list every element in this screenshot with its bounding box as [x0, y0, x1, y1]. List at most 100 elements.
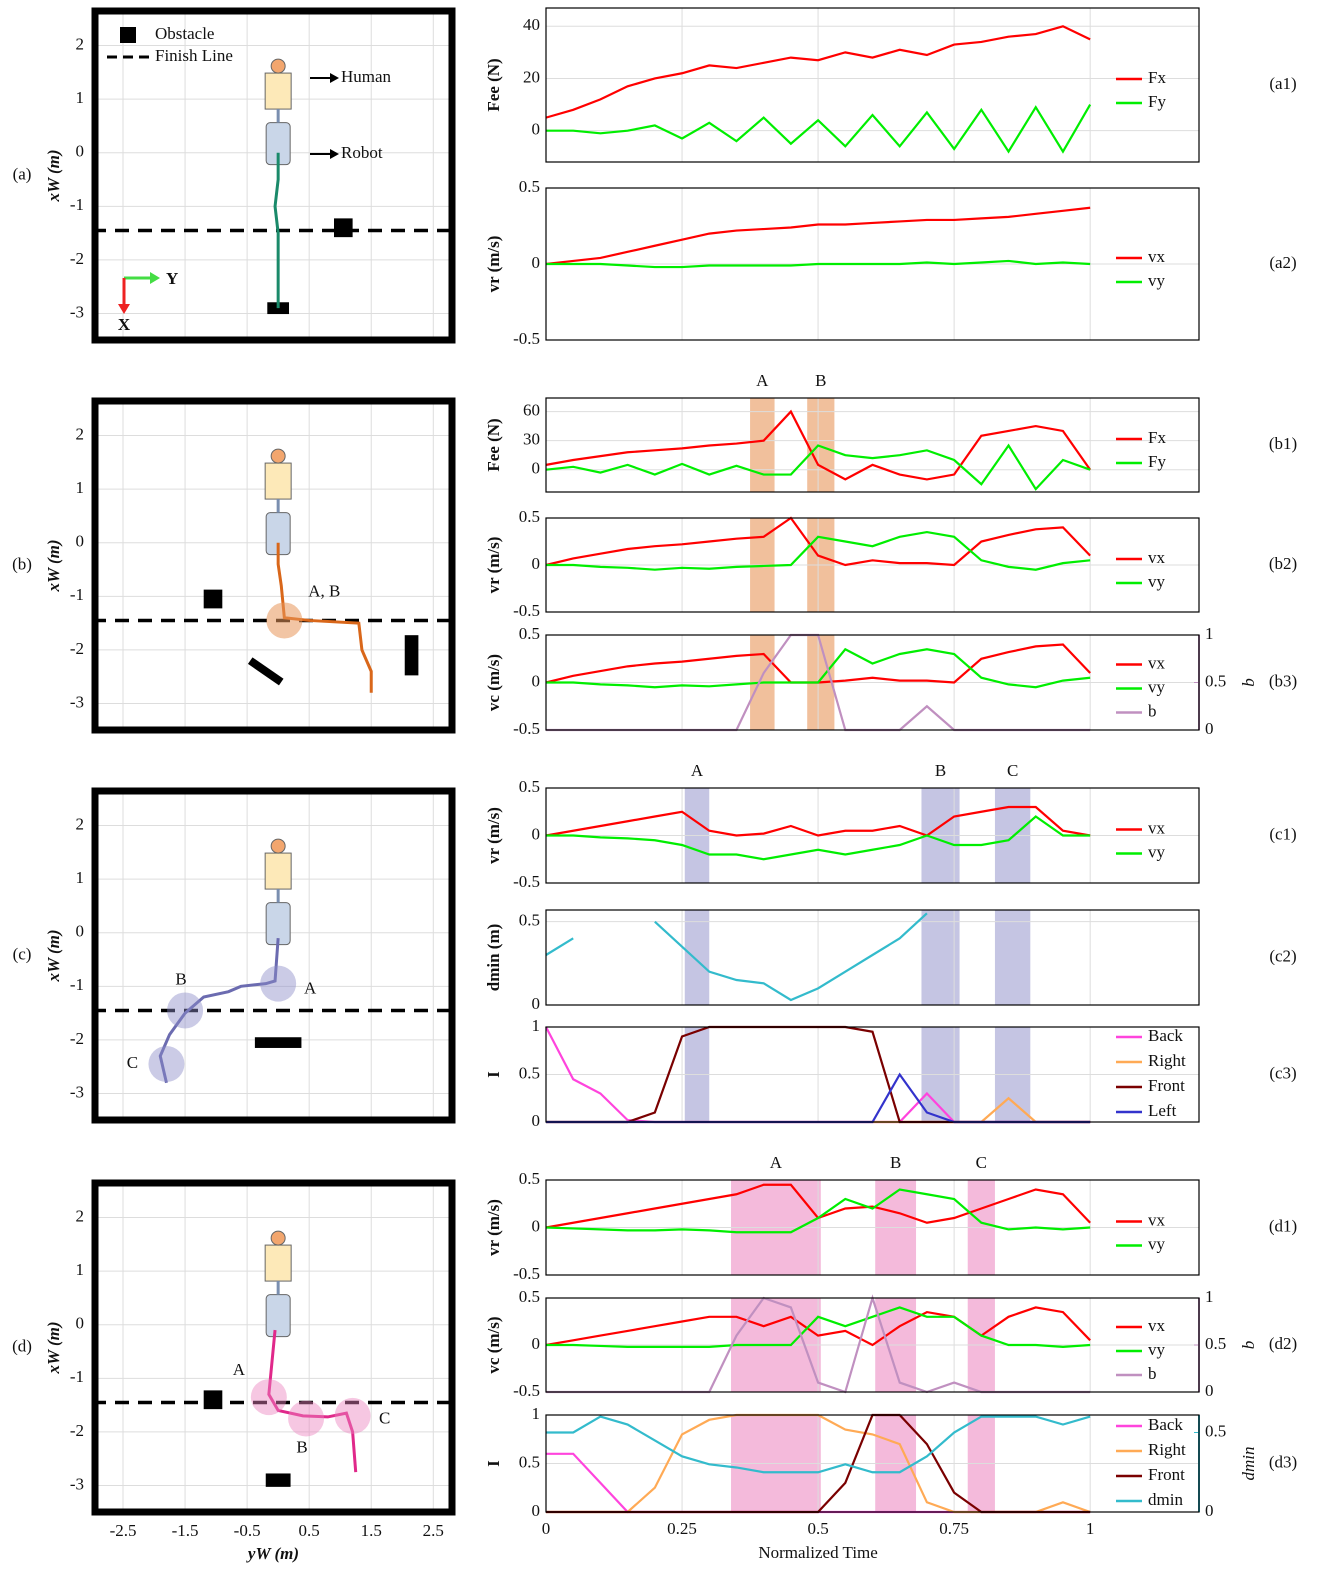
legend-label: dmin [1148, 1490, 1183, 1509]
frame-label: X [118, 315, 131, 334]
series-line [545, 805, 1091, 837]
series-line [545, 206, 1091, 266]
panel-label: (b1) [1269, 434, 1297, 453]
event-label: A [304, 979, 317, 998]
legend-label: vy [1148, 1340, 1166, 1359]
legend-label: Right [1148, 1440, 1186, 1459]
robot-icon [265, 1294, 291, 1338]
plot-frame [545, 397, 1200, 493]
event-label: C [379, 1409, 390, 1428]
legend-label: Finish Line [155, 46, 233, 65]
y-tick-label: 0.5 [519, 1063, 540, 1082]
legend-label: vx [1148, 548, 1166, 567]
legend-label: Obstacle [155, 24, 214, 43]
x-tick-label: 1 [1086, 1519, 1095, 1538]
legend-label: Fx [1148, 68, 1166, 87]
event-marker [250, 1379, 287, 1416]
y-tick-label: 0.5 [519, 1287, 540, 1306]
human-icon [264, 72, 292, 110]
span-label: B [890, 1153, 901, 1172]
y-tick-label: -0.5 [513, 601, 540, 620]
map-frame [91, 787, 456, 1124]
y2-tick-label: 0 [1205, 719, 1214, 738]
y-tick-label: 2 [76, 424, 85, 443]
y-tick-label: 0 [532, 671, 541, 690]
legend-label: Front [1148, 1465, 1185, 1484]
series-line [546, 1415, 1091, 1474]
y-tick-label: 0 [532, 554, 541, 573]
legend-label: Fy [1148, 92, 1166, 111]
y-tick-label: 0 [532, 1216, 541, 1235]
series-line [545, 1306, 1091, 1347]
plot-frame [545, 1414, 1200, 1513]
y-tick-label: 0.5 [519, 624, 540, 643]
legend-label: vx [1148, 653, 1166, 672]
y-tick-label: 30 [523, 430, 540, 449]
plot-frame [545, 634, 1200, 731]
plot-frame [545, 1026, 1200, 1123]
y-tick-label: 1 [76, 1260, 85, 1279]
event-marker [288, 1400, 325, 1437]
y-tick-label: 1 [76, 868, 85, 887]
y-tick-label: -3 [70, 302, 84, 321]
event-label: C [127, 1053, 138, 1072]
y-tick-label: -3 [70, 692, 84, 711]
y-tick-label: 0.5 [519, 507, 540, 526]
y-tick-label: -2 [70, 249, 84, 268]
y-tick-label: 1 [76, 478, 85, 497]
trajectory [273, 152, 280, 309]
x-tick-label: 0 [542, 1519, 551, 1538]
plot-frame [545, 787, 1200, 884]
y-tick-label: 0.5 [519, 1169, 540, 1188]
y-axis-label: Fee (N) [484, 58, 503, 111]
series-line [545, 409, 1092, 481]
panel-label: (b) [12, 554, 32, 573]
obstacle [203, 589, 223, 609]
obstacle [254, 1037, 302, 1048]
panel-label: (c) [13, 944, 32, 963]
plot-frame [545, 187, 1200, 341]
y-tick-label: -2 [70, 639, 84, 658]
trajectory [276, 542, 373, 693]
y2-tick-label: 0.5 [1205, 1334, 1226, 1353]
y-tick-label: -1 [70, 585, 84, 604]
y-tick-label: -0.5 [513, 719, 540, 738]
y2-tick-label: 0 [1205, 1381, 1214, 1400]
y-tick-label: 40 [523, 15, 540, 34]
legend-label: b [1148, 1364, 1157, 1383]
y-tick-label: 0.5 [519, 1452, 540, 1471]
legend-label: vy [1148, 572, 1166, 591]
y-tick-label: 60 [523, 400, 540, 419]
human-icon [264, 1244, 292, 1282]
plot-frame [545, 517, 1200, 613]
y-axis-label: Fee (N) [484, 418, 503, 471]
y-tick-label: 0 [76, 142, 85, 161]
series-line [546, 815, 1091, 861]
y-axis-label: vr (m/s) [484, 236, 503, 293]
event-label: A [233, 1360, 246, 1379]
panel-label: (c2) [1269, 946, 1296, 965]
y-tick-label: 1 [76, 88, 85, 107]
series-line [545, 516, 1091, 567]
y-axis-label: xW (m) [44, 1321, 63, 1374]
y2-tick-label: 0.5 [1205, 671, 1226, 690]
panel-label: (c1) [1269, 824, 1296, 843]
x-tick-label: 0.5 [299, 1521, 320, 1540]
human-head [270, 448, 286, 464]
event-marker [266, 602, 303, 639]
map-frame [91, 1179, 456, 1516]
y-tick-label: 0 [76, 922, 85, 941]
y-tick-label: -1 [70, 1367, 84, 1386]
obstacle [265, 1473, 291, 1487]
y-tick-label: 1 [532, 1404, 541, 1423]
span-label: A [770, 1153, 783, 1172]
obstacle [203, 1390, 223, 1410]
y-tick-label: 0 [532, 253, 541, 272]
panel-label: (a) [13, 164, 32, 183]
y-tick-label: 20 [523, 67, 540, 86]
panel-label: (b2) [1269, 554, 1297, 573]
series-line [546, 104, 1092, 154]
legend-label: vx [1148, 1210, 1166, 1229]
y-tick-label: 0 [76, 532, 85, 551]
